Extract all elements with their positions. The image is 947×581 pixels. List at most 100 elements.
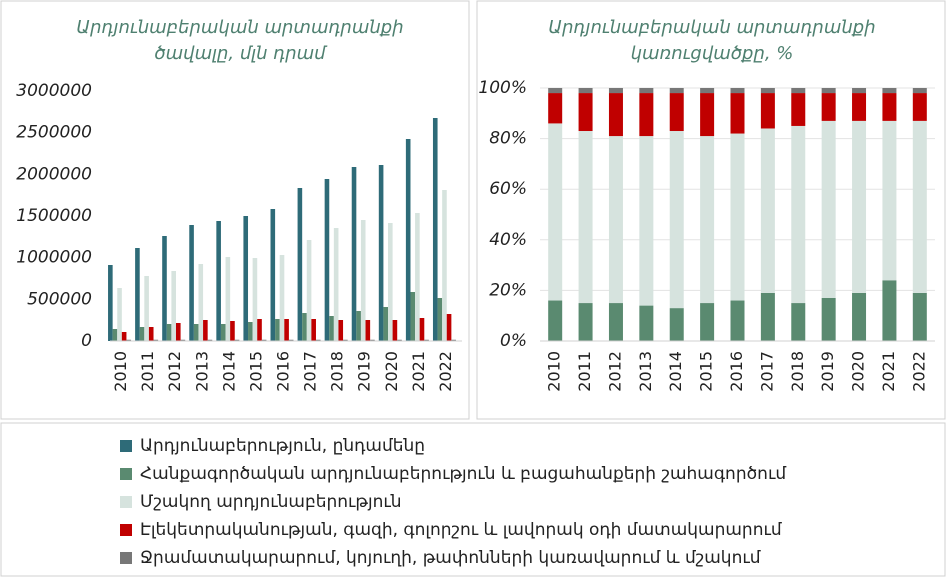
bar-segment <box>821 93 836 121</box>
chart-title: Արդյունաբերական արտադրանքի <box>548 17 875 38</box>
bar <box>166 324 172 341</box>
bar-segment <box>548 123 563 301</box>
bar-segment <box>700 303 715 341</box>
bar-segment <box>700 88 715 94</box>
bar-segment <box>760 88 775 94</box>
bar-segment <box>821 120 836 298</box>
bar <box>117 288 122 341</box>
bar <box>279 255 285 341</box>
bar <box>329 316 334 341</box>
y-tick-label: 1000000 <box>16 248 92 268</box>
bar <box>135 248 140 341</box>
bar-segment <box>791 88 806 94</box>
bar-segment <box>669 131 684 309</box>
bar <box>451 339 456 341</box>
bar <box>162 236 167 341</box>
x-tick-label: 2015 <box>246 351 265 392</box>
x-tick-label: 2022 <box>436 351 455 392</box>
x-tick-label: 2017 <box>757 351 776 392</box>
bar-segment <box>700 136 715 304</box>
x-tick-label: 2020 <box>382 351 401 392</box>
bar-segment <box>882 280 897 341</box>
bar-segment <box>578 131 593 304</box>
bar <box>365 320 371 341</box>
legend-label: Արդյունաբերություն, ընդամենը <box>140 436 425 456</box>
bar <box>193 324 199 341</box>
bar-segment <box>791 93 806 126</box>
bar <box>311 319 316 341</box>
bar-segment <box>639 88 654 94</box>
x-tick-label: 2011 <box>138 351 157 392</box>
bar <box>275 319 280 341</box>
y-tick-label: 500000 <box>27 289 92 309</box>
legend-swatch <box>120 440 132 452</box>
bar <box>324 179 330 341</box>
chart-title: Արդյունաբերական արտադրանքի <box>76 17 403 38</box>
x-tick-label: 2016 <box>727 351 746 392</box>
bar <box>306 240 312 341</box>
x-tick-label: 2010 <box>545 351 564 392</box>
legend-swatch <box>120 552 132 564</box>
bar <box>198 264 204 341</box>
chart-title: ծավալը, մլն դրամ <box>154 43 328 64</box>
bar <box>360 220 366 341</box>
bar <box>437 298 443 341</box>
x-tick-label: 2020 <box>849 351 868 392</box>
legend-label: Ջրամատակարարում, կոյուղի, թափոնների կառա… <box>140 548 761 568</box>
bar-segment <box>760 93 775 129</box>
bar <box>302 313 307 341</box>
bar-segment <box>791 303 806 341</box>
bar <box>108 265 113 341</box>
bar <box>383 307 389 341</box>
bar-segment <box>578 93 593 132</box>
bar-segment <box>608 93 623 137</box>
bar <box>234 339 240 341</box>
bar-segment <box>852 93 867 121</box>
bar <box>288 339 294 341</box>
bar <box>243 216 249 341</box>
bar-segment <box>760 292 775 341</box>
bar <box>126 339 132 341</box>
x-tick-label: 2014 <box>219 351 238 392</box>
bar <box>139 327 145 341</box>
bar <box>392 320 398 341</box>
bar-segment <box>760 128 775 293</box>
bar-segment <box>608 136 623 304</box>
bar-segment <box>578 303 593 341</box>
bar-segment <box>730 88 745 94</box>
x-tick-label: 2021 <box>409 351 428 392</box>
bar-segment <box>912 120 927 293</box>
bar-segment <box>912 88 927 94</box>
bar <box>175 323 181 341</box>
bar-segment <box>669 93 684 132</box>
bar <box>180 339 186 341</box>
x-tick-label: 2017 <box>301 351 320 392</box>
bar <box>397 339 402 341</box>
x-tick-label: 2019 <box>355 351 374 392</box>
bar <box>148 327 154 341</box>
x-tick-label: 2010 <box>111 351 130 392</box>
x-tick-label: 2015 <box>697 351 716 392</box>
x-tick-label: 2014 <box>666 351 685 392</box>
bar-segment <box>669 308 684 341</box>
bar-segment <box>548 300 563 341</box>
x-tick-label: 2018 <box>788 351 807 392</box>
bar <box>419 318 425 341</box>
left-panel <box>0 0 470 420</box>
bar-segment <box>608 303 623 341</box>
x-tick-label: 2012 <box>165 351 184 392</box>
bar <box>230 321 235 341</box>
bar-segment <box>882 120 897 281</box>
bar-segment <box>821 297 836 341</box>
y-tick-label: 60% <box>489 179 527 199</box>
bar <box>144 276 149 341</box>
bar-segment <box>852 292 867 341</box>
x-tick-label: 2021 <box>879 351 898 392</box>
bar-segment <box>912 292 927 341</box>
bar <box>112 329 118 341</box>
x-tick-label: 2012 <box>605 351 624 392</box>
bar-segment <box>639 93 654 137</box>
bar-segment <box>548 88 563 94</box>
bar-segment <box>730 300 745 341</box>
bar-segment <box>852 88 867 94</box>
